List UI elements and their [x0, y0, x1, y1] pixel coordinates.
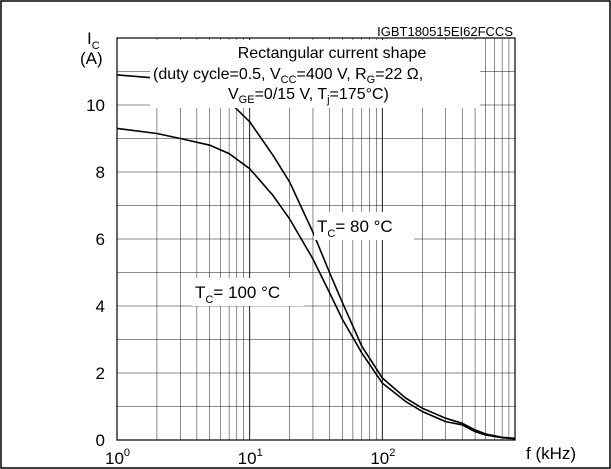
annotation-line-2: (duty cycle=0.5, VCC=400 V, RG=22 Ω,: [153, 66, 423, 86]
y-axis-unit: (A): [80, 49, 103, 68]
y-tick-label: 6: [96, 230, 105, 249]
y-tick-label: 0: [96, 431, 105, 450]
figure-id: IGBT180515EI62FCCS: [377, 24, 513, 39]
svg-text:TC= 80 °C: TC= 80 °C: [317, 217, 393, 240]
series-label-80: TC= 80 °C: [314, 212, 414, 240]
y-tick-label: 10: [86, 96, 105, 115]
x-tick-label: 100: [105, 447, 130, 468]
annotation-line-3: VGE=0/15 V, Tj=175°C): [228, 86, 389, 106]
x-tick-label: 102: [370, 447, 395, 468]
x-tick-label: 101: [238, 447, 263, 468]
y-tick-label: 2: [96, 364, 105, 383]
y-axis-label: IC: [87, 29, 100, 52]
series-line-1: [116, 127, 516, 440]
y-tick-label: 4: [96, 297, 105, 316]
series-label-100: TC= 100 °C: [192, 278, 304, 306]
plot-area: [116, 37, 516, 441]
y-tick-label: 8: [96, 163, 105, 182]
svg-text:TC= 100 °C: TC= 100 °C: [195, 283, 280, 306]
annotation-box: [150, 40, 480, 108]
x-axis-label: f (kHz): [526, 444, 576, 463]
x-tick-labels: 100 101 102: [105, 447, 395, 468]
y-tick-labels: 0 2 4 6 8 10: [86, 96, 105, 450]
annotation-line-1: Rectangular current shape: [238, 45, 427, 62]
